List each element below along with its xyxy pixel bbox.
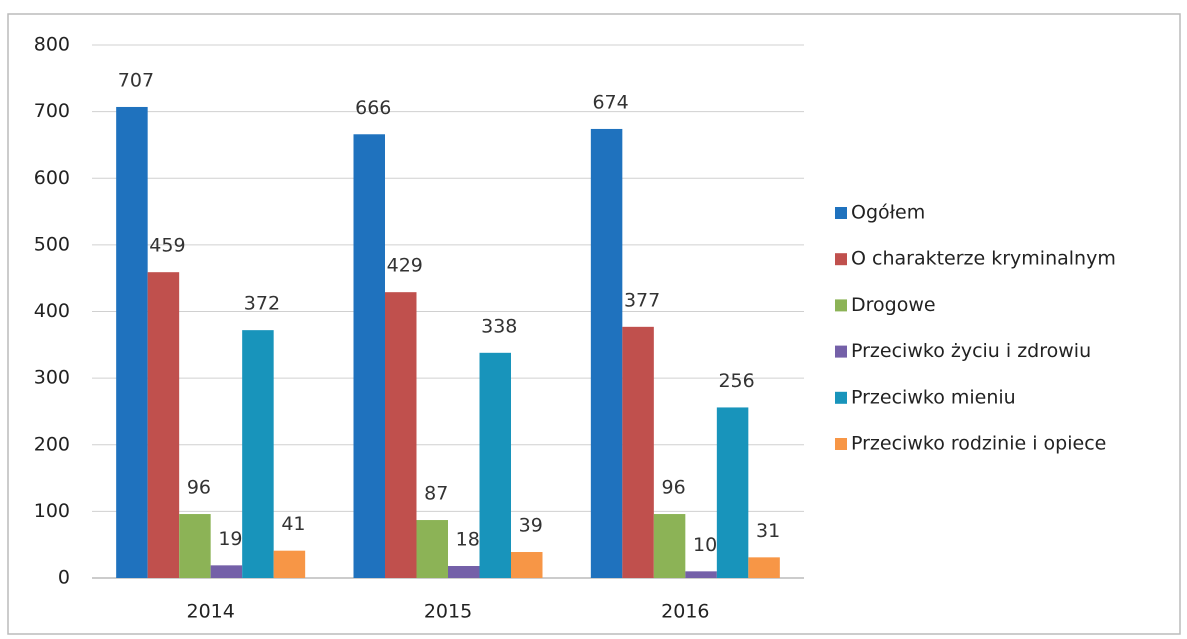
legend-swatch: [835, 391, 847, 404]
legend-swatch: [835, 299, 847, 312]
data-label: 10: [693, 534, 717, 556]
data-label: 96: [661, 477, 685, 499]
data-label: 372: [244, 293, 280, 315]
y-tick-label: 600: [34, 167, 70, 189]
y-tick-label: 400: [34, 300, 70, 322]
y-tick-label: 300: [34, 367, 70, 389]
legend-label: Przeciwko rodzinie i opiece: [851, 433, 1106, 455]
bar: [653, 514, 686, 578]
bar: [353, 134, 385, 578]
data-label: 19: [218, 528, 242, 550]
bar: [622, 326, 654, 578]
data-label: 18: [456, 529, 480, 551]
data-label: 41: [281, 513, 305, 535]
data-label: 674: [592, 91, 628, 113]
x-tick-label: 2016: [661, 601, 709, 623]
bar: [448, 566, 480, 578]
legend-swatch: [835, 207, 847, 219]
x-tick-label: 2014: [186, 601, 234, 623]
bar: [590, 128, 623, 578]
bar: [179, 514, 211, 578]
legend-label: Przeciwko mieniu: [851, 386, 1016, 408]
y-tick-label: 500: [34, 233, 70, 255]
legend-swatch: [835, 253, 847, 266]
x-tick-label: 2015: [424, 601, 472, 623]
bar: [479, 352, 511, 578]
legend-label: O charakterze kryminalnym: [851, 248, 1116, 270]
bar: [385, 292, 417, 578]
data-label: 87: [424, 483, 448, 505]
y-tick-label: 100: [34, 500, 70, 522]
y-tick-label: 800: [34, 34, 70, 56]
bar: [685, 571, 717, 578]
bar: [273, 550, 306, 578]
data-label: 666: [355, 97, 391, 119]
legend-label: Przeciwko życiu i zdrowiu: [851, 340, 1091, 362]
bar: [242, 330, 274, 578]
bar: [748, 557, 780, 578]
y-tick-label: 200: [34, 433, 70, 455]
legend-swatch: [835, 438, 847, 450]
data-label: 256: [718, 370, 754, 392]
bar: [210, 565, 243, 578]
legend-label: Ogółem: [851, 202, 925, 224]
data-label: 377: [624, 289, 660, 311]
data-label: 39: [519, 515, 543, 537]
legend-swatch: [835, 345, 847, 358]
bar: [147, 272, 180, 578]
data-label: 96: [187, 477, 211, 499]
data-label: 31: [756, 520, 780, 542]
bar: [716, 407, 749, 578]
data-label: 459: [149, 235, 185, 257]
data-label: 338: [481, 315, 517, 337]
bar: [511, 552, 543, 578]
bar: [116, 106, 148, 579]
y-tick-label: 0: [58, 567, 70, 589]
y-tick-label: 700: [34, 100, 70, 122]
bar: [416, 520, 448, 578]
data-label: 707: [118, 69, 154, 91]
data-label: 429: [387, 255, 423, 277]
legend-label: Drogowe: [851, 294, 936, 316]
